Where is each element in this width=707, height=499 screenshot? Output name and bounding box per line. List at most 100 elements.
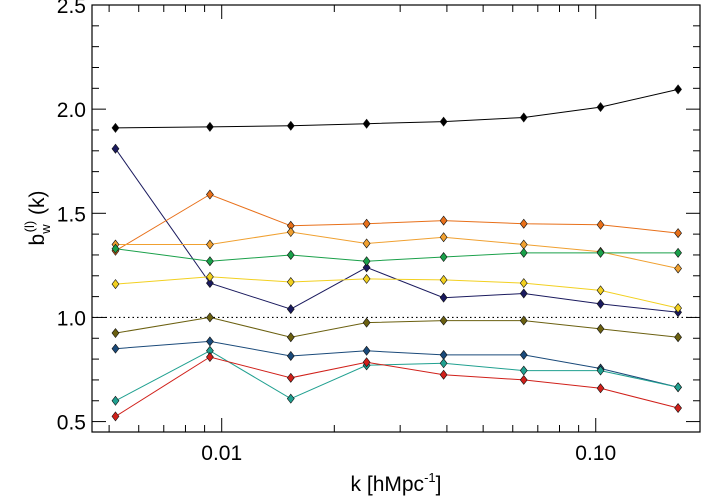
data-point [439, 274, 448, 285]
series-line [115, 88, 679, 129]
data-point [596, 365, 605, 376]
data-point [519, 239, 528, 250]
series-line [115, 148, 679, 313]
data-point [206, 352, 214, 363]
data-point [439, 252, 448, 263]
data-point [519, 288, 528, 299]
data-point [519, 315, 528, 326]
data-point [519, 365, 528, 376]
data-point [206, 121, 214, 132]
data-point [674, 303, 682, 314]
series-10 [111, 352, 682, 422]
data-point [206, 256, 214, 267]
data-point [519, 374, 528, 385]
data-point [362, 357, 371, 368]
data-point [362, 238, 371, 249]
data-point [362, 218, 371, 229]
data-point [596, 247, 605, 258]
data-point [596, 285, 605, 296]
series-2 [111, 143, 682, 318]
data-point [286, 277, 295, 288]
data-point [674, 263, 682, 274]
data-point [286, 332, 295, 343]
data-point [596, 298, 605, 309]
data-point [111, 395, 120, 406]
data-point [439, 358, 448, 369]
data-point [596, 102, 605, 113]
series-6 [111, 271, 682, 314]
series-line [115, 231, 679, 269]
data-point [519, 218, 528, 229]
data-point [674, 247, 682, 258]
series-line [115, 276, 679, 309]
axis-ticks: 0.5 1.0 1.5 2.0 2.5 0.01 0.10 [57, 0, 700, 465]
data-point [111, 243, 120, 254]
x-tick-label: 0.10 [575, 442, 616, 465]
data-point [519, 112, 528, 123]
data-point [519, 349, 528, 360]
series-line [115, 316, 679, 338]
data-point [362, 256, 371, 267]
data-point [362, 118, 371, 129]
series-9 [111, 345, 682, 406]
data-point [362, 317, 371, 328]
data-point [439, 292, 448, 303]
series-line [115, 193, 679, 252]
series-line [115, 248, 679, 262]
data-point [206, 189, 214, 200]
data-point [362, 262, 371, 273]
data-point [111, 143, 120, 154]
series-layer [111, 84, 682, 422]
data-point [206, 336, 214, 347]
data-point [286, 227, 295, 238]
data-point [596, 383, 605, 394]
data-point [674, 382, 682, 393]
data-point [674, 84, 682, 95]
data-point [439, 315, 448, 326]
data-point [111, 279, 120, 290]
data-point [286, 120, 295, 131]
data-point [596, 323, 605, 334]
x-tick-label: 0.01 [201, 442, 242, 465]
y-axis-title: bw(l) (k) [22, 191, 53, 246]
data-point [111, 411, 120, 422]
y-tick-label: 0.5 [57, 412, 86, 435]
series-7 [111, 312, 682, 343]
data-point [286, 350, 295, 361]
series-line [115, 340, 679, 388]
y-tick-label: 1.5 [57, 203, 86, 226]
y-tick-label: 1.0 [57, 307, 86, 330]
data-point [111, 122, 120, 133]
plot-frame [91, 4, 701, 433]
data-point [286, 249, 295, 260]
data-point [362, 345, 371, 356]
data-point [519, 247, 528, 258]
x-axis-title: k [hMpc-1] [351, 470, 442, 496]
data-point [111, 328, 120, 339]
data-point [674, 332, 682, 343]
data-point [439, 369, 448, 380]
series-5 [111, 243, 682, 267]
y-tick-label: 2.0 [57, 99, 86, 122]
data-point [439, 215, 448, 226]
data-point [206, 278, 214, 289]
series-line [115, 350, 679, 402]
data-point [439, 232, 448, 243]
series-line [115, 356, 679, 417]
series-1 [111, 84, 682, 133]
y-tick-label: 2.5 [57, 0, 86, 18]
data-point [206, 271, 214, 282]
data-point [111, 343, 120, 354]
data-point [286, 304, 295, 315]
data-point [286, 372, 295, 383]
data-point [519, 278, 528, 289]
data-point [596, 219, 605, 230]
data-point [439, 349, 448, 360]
data-point [439, 116, 448, 127]
data-point [286, 393, 295, 404]
data-point [674, 228, 682, 239]
data-point [206, 312, 214, 323]
series-3 [111, 189, 682, 256]
data-point [206, 239, 214, 250]
